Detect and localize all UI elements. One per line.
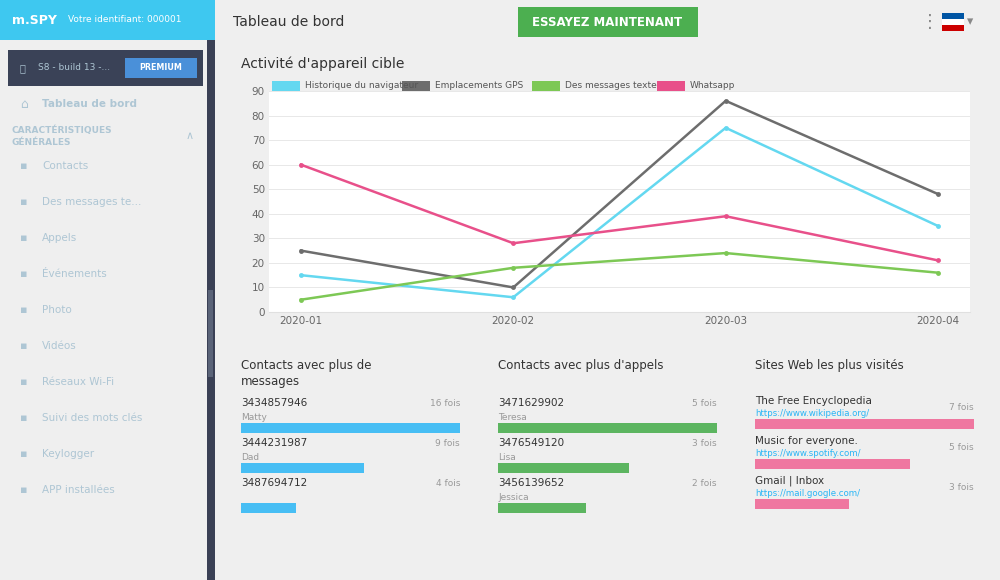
Text: ▾: ▾ [967, 16, 973, 28]
Text: ▪: ▪ [20, 269, 28, 279]
Bar [8, 50, 203, 86]
Text: ▪: ▪ [20, 413, 28, 423]
Text: 9 fois: 9 fois [435, 438, 460, 448]
Text: Contacts avec plus d'appels: Contacts avec plus d'appels [498, 360, 664, 372]
Text: Teresa: Teresa [498, 412, 527, 422]
Bar [942, 13, 964, 19]
Text: 3456139652: 3456139652 [498, 478, 564, 488]
Bar [498, 423, 717, 433]
Text: Music for everyone.: Music for everyone. [755, 436, 858, 446]
Text: Dad: Dad [241, 452, 259, 462]
Text: ∧: ∧ [186, 131, 194, 141]
Text: Des messages te...: Des messages te... [42, 197, 141, 207]
Text: 3444231987: 3444231987 [241, 438, 307, 448]
Bar [241, 503, 296, 513]
Text: 3476549120: 3476549120 [498, 438, 564, 448]
Bar [208, 290, 213, 377]
Text: Keylogger: Keylogger [42, 449, 94, 459]
Text: Appels: Appels [42, 233, 77, 243]
Bar [518, 7, 698, 37]
Bar [272, 81, 300, 93]
Text: 4 fois: 4 fois [436, 478, 460, 488]
Bar [0, 0, 215, 40]
Text: Whatsapp: Whatsapp [690, 82, 735, 90]
Text: ▪: ▪ [20, 161, 28, 171]
Text: Historique du navigateur: Historique du navigateur [305, 82, 418, 90]
Bar [942, 19, 964, 25]
Text: ▪: ▪ [20, 197, 28, 207]
Text: Lisa: Lisa [498, 452, 516, 462]
Text: 7 fois: 7 fois [949, 403, 974, 411]
Text: 3487694712: 3487694712 [241, 478, 307, 488]
Text: Tableau de bord: Tableau de bord [42, 99, 137, 109]
Text: 5 fois: 5 fois [692, 398, 717, 408]
Text: ▪: ▪ [20, 377, 28, 387]
Text: 3 fois: 3 fois [692, 438, 717, 448]
Text: ESSAYEZ MAINTENANT: ESSAYEZ MAINTENANT [532, 16, 683, 28]
Text: Votre identifiant: 000001: Votre identifiant: 000001 [68, 16, 182, 24]
Text: Emplacements GPS: Emplacements GPS [435, 82, 523, 90]
Text: ▪: ▪ [20, 485, 28, 495]
Text: Gmail | Inbox: Gmail | Inbox [755, 476, 824, 486]
Bar [942, 19, 964, 25]
Text: ▪: ▪ [20, 449, 28, 459]
Text: S8 - build 13 -...: S8 - build 13 -... [38, 63, 110, 72]
Text: Jessica: Jessica [498, 492, 529, 502]
Text: 3434857946: 3434857946 [241, 398, 307, 408]
Text: 5 fois: 5 fois [949, 443, 974, 451]
Text: Événements: Événements [42, 269, 107, 279]
Bar [755, 419, 974, 429]
Text: The Free Encyclopedia: The Free Encyclopedia [755, 396, 872, 406]
Bar [755, 499, 849, 509]
Text: ⋮: ⋮ [921, 13, 939, 31]
Text: Sites Web les plus visités: Sites Web les plus visités [755, 360, 904, 372]
Text: 3471629902: 3471629902 [498, 398, 564, 408]
Text: ▪: ▪ [20, 233, 28, 243]
Text: ⌂: ⌂ [20, 97, 28, 111]
Text: Des messages texte: Des messages texte [565, 82, 657, 90]
Bar [532, 81, 560, 93]
Text: ▪: ▪ [20, 305, 28, 315]
Text: messages: messages [241, 375, 300, 389]
Text: https://www.spotify.com/: https://www.spotify.com/ [755, 450, 860, 459]
Bar [498, 463, 629, 473]
Bar [402, 81, 430, 93]
Text: Activité d'appareil cible: Activité d'appareil cible [241, 57, 404, 71]
Text: Tableau de bord: Tableau de bord [233, 15, 344, 29]
Text: m.SPY: m.SPY [12, 13, 57, 27]
Bar [657, 81, 685, 93]
Text: Vidéos: Vidéos [42, 341, 77, 351]
Text: Matty: Matty [241, 412, 267, 422]
Text: APP installées: APP installées [42, 485, 115, 495]
Text: ▪: ▪ [20, 341, 28, 351]
Bar [241, 463, 364, 473]
Text: CARACTÉRISTIQUES
GÉNÉRALES: CARACTÉRISTIQUES GÉNÉRALES [12, 125, 113, 147]
Text: Réseaux Wi-Fi: Réseaux Wi-Fi [42, 377, 114, 387]
Bar [942, 13, 964, 31]
Bar [942, 25, 964, 31]
Text: Contacts avec plus de: Contacts avec plus de [241, 360, 372, 372]
Text: 3 fois: 3 fois [949, 483, 974, 491]
Bar [498, 503, 586, 513]
Text: PREMIUM: PREMIUM [140, 63, 182, 72]
Bar [241, 423, 460, 433]
Text: 16 fois: 16 fois [430, 398, 460, 408]
Text: 2 fois: 2 fois [692, 478, 717, 488]
Text: https://mail.google.com/: https://mail.google.com/ [755, 490, 860, 498]
Bar [755, 459, 910, 469]
Bar [125, 58, 197, 78]
Text: Photo: Photo [42, 305, 72, 315]
Text: Contacts: Contacts [42, 161, 88, 171]
Text: ⬛: ⬛ [20, 63, 26, 73]
Text: https://www.wikipedia.org/: https://www.wikipedia.org/ [755, 409, 869, 419]
Bar [207, 40, 215, 580]
Text: Suivi des mots clés: Suivi des mots clés [42, 413, 142, 423]
